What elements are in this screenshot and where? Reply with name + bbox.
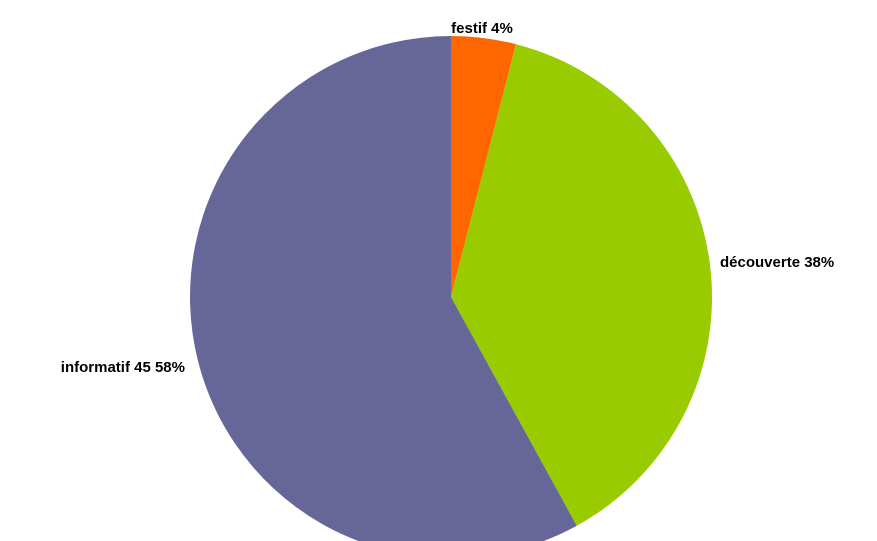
pie-label-festif: festif 4% — [451, 20, 513, 37]
pie-slice-festif — [451, 36, 516, 297]
pie-labels: festif 4% découverte 38% informatif 45 58% — [61, 20, 834, 376]
pie-slices — [190, 36, 713, 541]
pie-label-informatif: informatif 45 58% — [61, 359, 185, 376]
pie-slice-decouverte — [451, 44, 713, 526]
pie-slice-informatif — [190, 36, 577, 541]
pie-label-decouverte: découverte 38% — [720, 254, 834, 271]
